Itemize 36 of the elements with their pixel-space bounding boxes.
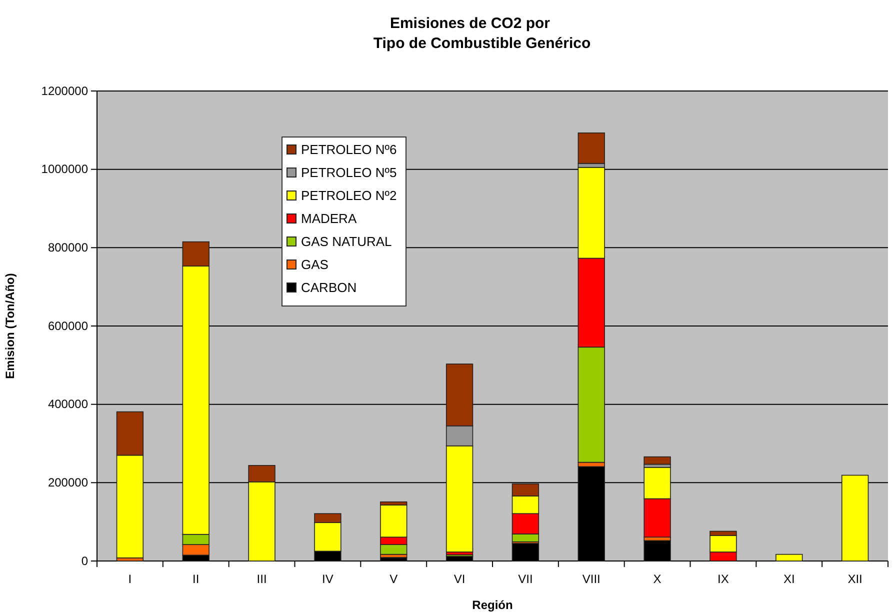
x-tick-label: III	[256, 572, 267, 586]
y-tick-label: 800000	[48, 240, 88, 255]
y-tick-label: 600000	[48, 318, 88, 333]
legend-label: PETROLEO Nº5	[301, 165, 397, 180]
y-tick-label: 1200000	[41, 84, 88, 98]
legend-label: CARBON	[301, 280, 357, 295]
y-axis-title: Emision (Ton/Año)	[3, 273, 17, 379]
x-tick-label: IX	[718, 572, 729, 586]
bar	[776, 554, 803, 562]
bar	[446, 556, 474, 562]
bar	[644, 540, 671, 562]
legend-label: MADERA	[301, 211, 357, 226]
x-axis-title: Región	[472, 598, 513, 612]
bar	[578, 132, 605, 164]
legend-label: GAS NATURAL	[301, 234, 392, 249]
y-tick-label: 1000000	[41, 162, 88, 176]
x-tick-label: V	[390, 572, 398, 586]
legend-label: PETROLEO Nº2	[301, 188, 397, 203]
y-tick-label: 0	[81, 554, 88, 568]
bar	[841, 474, 869, 562]
x-tick-label: II	[192, 572, 200, 586]
legend-label: PETROLEO Nº6	[301, 142, 397, 157]
x-tick-label: X	[653, 572, 662, 586]
bar	[512, 542, 540, 562]
x-tick-label: XII	[848, 572, 862, 586]
y-tick-label: 200000	[48, 476, 88, 490]
bar	[644, 456, 671, 465]
x-tick-label: VIII	[582, 572, 600, 586]
chart-title: Emisiones de CO2 por Tipo de Combustible Genérico	[373, 15, 591, 52]
x-tick-label: VI	[454, 572, 466, 586]
x-tick-label: VII	[518, 572, 533, 586]
x-tick-label: I	[128, 572, 132, 586]
x-tick-label: IV	[322, 572, 334, 586]
y-tick-label: 400000	[48, 397, 88, 412]
legend-label: GAS	[301, 257, 329, 272]
x-tick-label: XI	[783, 572, 795, 586]
